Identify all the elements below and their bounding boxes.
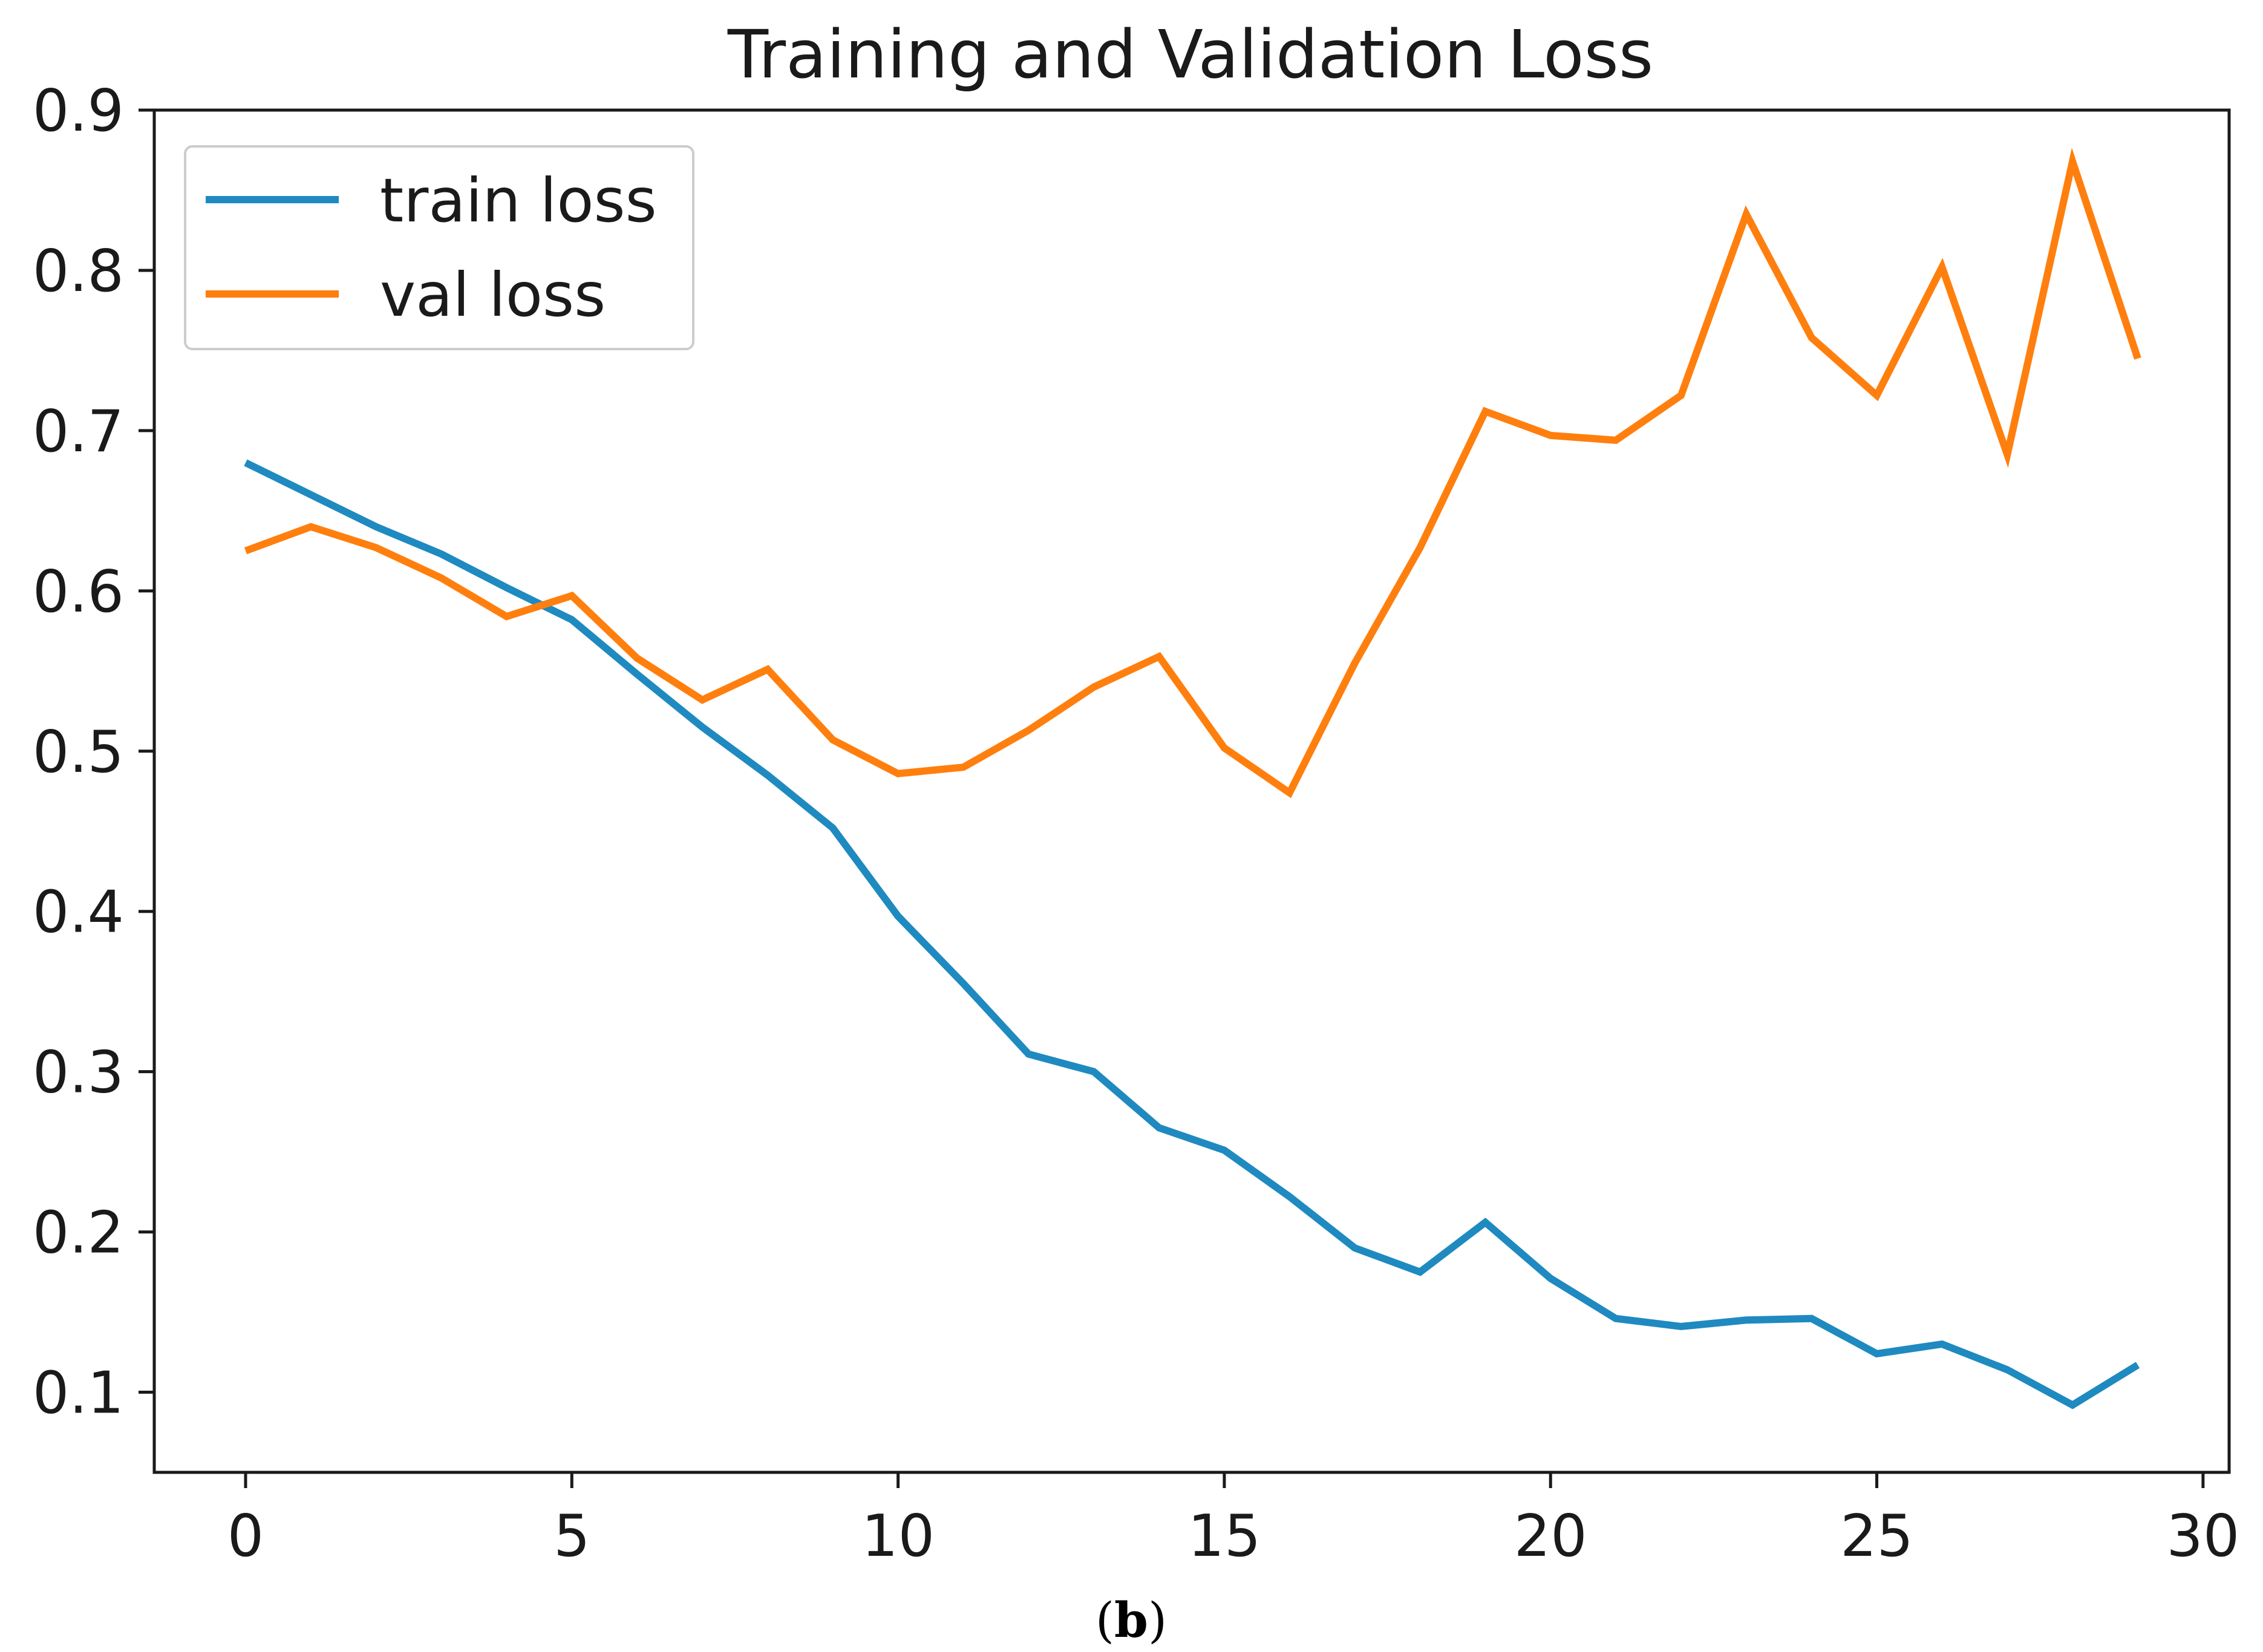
y-tick-label: 0.8: [33, 238, 124, 305]
x-tick-label: 20: [1514, 1503, 1587, 1570]
y-tick-label: 0.9: [33, 78, 124, 145]
caption-label: b: [1114, 1592, 1148, 1648]
y-tick-label: 0.4: [33, 880, 124, 946]
x-tick-label: 15: [1187, 1503, 1261, 1570]
plot-frame: [152, 108, 2231, 1474]
chart-title: Training and Validation Loss: [727, 16, 1653, 93]
figure-caption: (b): [1096, 1592, 1167, 1648]
y-tick-label: 0.7: [33, 399, 124, 465]
series-line-train-loss: [244, 459, 2140, 1409]
y-tick-label: 0.3: [33, 1040, 124, 1106]
y-tick-label: 0.2: [33, 1200, 124, 1267]
x-tick-label: 5: [554, 1503, 590, 1570]
x-tick-label: 25: [1840, 1503, 1913, 1570]
series-layer: [244, 148, 2141, 1409]
caption-open-paren: (: [1096, 1592, 1114, 1648]
y-tick-label: 0.5: [33, 719, 124, 786]
y-tick-label: 0.1: [33, 1360, 124, 1427]
y-axis: 0.1 0.2 0.3 0.4 0.5 0.6 0.7 0.8 0.9: [33, 78, 154, 1427]
y-tick-label: 0.6: [33, 559, 124, 625]
legend: train loss val loss: [184, 145, 694, 350]
x-tick-label: 30: [2166, 1503, 2239, 1570]
series-line-val-loss: [244, 148, 2141, 798]
x-axis: 0 5 10 15 20 25 30: [227, 1472, 2239, 1570]
legend-train-loss-label: train loss: [380, 165, 657, 236]
caption-close-paren: ): [1148, 1592, 1167, 1648]
legend-val-loss-label: val loss: [380, 260, 606, 330]
x-tick-label: 0: [227, 1503, 264, 1570]
x-tick-label: 10: [861, 1503, 935, 1570]
